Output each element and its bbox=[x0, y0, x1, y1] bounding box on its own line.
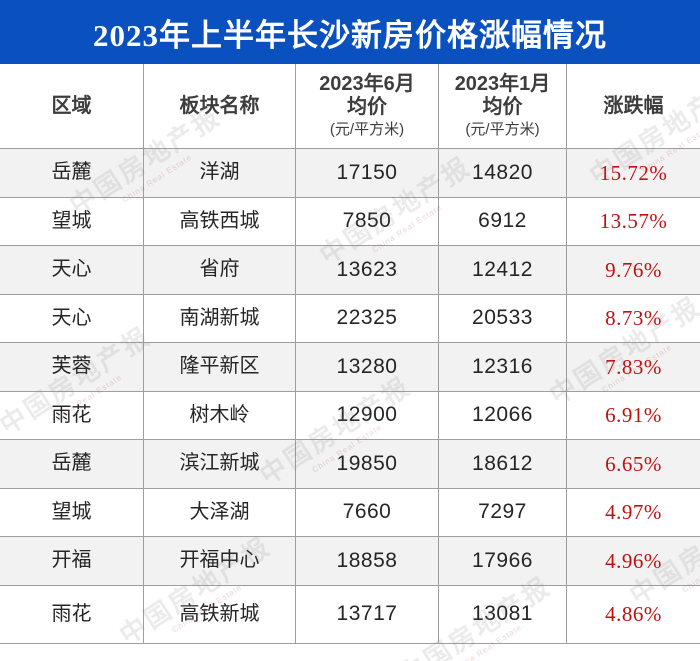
price-jan-cell: 14820 bbox=[438, 149, 566, 197]
price-jan-cell: 13081 bbox=[438, 585, 566, 643]
plate-cell: 高铁新城 bbox=[143, 585, 295, 643]
region-cell: 天心 bbox=[51, 306, 92, 329]
change-cell: 4.96% bbox=[566, 537, 700, 585]
price-jun-cell: 12900 bbox=[295, 391, 438, 439]
table-row: 天心 南湖新城 22325 20533 8.73% bbox=[0, 293, 700, 342]
table-row: 岳麓 洋湖 17150 14820 15.72% bbox=[0, 148, 700, 197]
change-cell: 6.91% bbox=[566, 391, 700, 439]
column-header-plate: 板块名称 bbox=[143, 64, 295, 148]
region-cell: 望城 bbox=[51, 500, 92, 523]
change-cell: 4.97% bbox=[566, 488, 700, 536]
price-jun-cell: 13623 bbox=[295, 246, 438, 294]
price-jun-cell: 7660 bbox=[295, 488, 438, 536]
price-jun-cell: 22325 bbox=[295, 294, 438, 342]
column-header-change: 涨跌幅 bbox=[566, 64, 700, 148]
region-cell: 天心 bbox=[51, 258, 92, 281]
region-cell: 岳麓 bbox=[51, 452, 92, 475]
price-jun-cell: 17150 bbox=[295, 149, 438, 197]
plate-cell: 南湖新城 bbox=[143, 294, 295, 342]
plate-cell: 滨江新城 bbox=[143, 440, 295, 488]
table-row: 望城 高铁西城 7850 6912 13.57% bbox=[0, 196, 700, 245]
table-row: 望城 大泽湖 7660 7297 4.97% bbox=[0, 487, 700, 536]
price-jan-cell: 6912 bbox=[438, 197, 566, 245]
table-header-row: 区域 板块名称 2023年6月 均价 (元/平方米) 2023年1月 均价 (元… bbox=[0, 64, 700, 148]
region-cell: 开福 bbox=[51, 549, 92, 572]
price-jun-cell: 7850 bbox=[295, 197, 438, 245]
column-header-price-jun: 2023年6月 均价 (元/平方米) bbox=[295, 64, 438, 148]
price-jun-cell: 19850 bbox=[295, 440, 438, 488]
column-header-price-jan: 2023年1月 均价 (元/平方米) bbox=[438, 64, 566, 148]
region-cell: 雨花 bbox=[51, 403, 92, 426]
price-jun-cell: 13717 bbox=[295, 585, 438, 643]
price-jun-cell: 13280 bbox=[295, 343, 438, 391]
table-body: 岳麓 洋湖 17150 14820 15.72% 望城 高铁西城 7850 69… bbox=[0, 148, 700, 644]
region-cell: 望城 bbox=[51, 209, 92, 232]
price-jan-cell: 20533 bbox=[438, 294, 566, 342]
price-jan-cell: 18612 bbox=[438, 440, 566, 488]
price-jun-cell: 18858 bbox=[295, 537, 438, 585]
region-cell: 芙蓉 bbox=[51, 355, 92, 378]
plate-cell: 开福中心 bbox=[143, 537, 295, 585]
table-row: 雨花 树木岭 12900 12066 6.91% bbox=[0, 390, 700, 439]
price-jan-cell: 12412 bbox=[438, 246, 566, 294]
change-cell: 9.76% bbox=[566, 246, 700, 294]
price-jan-cell: 12066 bbox=[438, 391, 566, 439]
table-row: 开福 开福中心 18858 17966 4.96% bbox=[0, 536, 700, 585]
change-cell: 15.72% bbox=[566, 149, 700, 197]
plate-cell: 树木岭 bbox=[143, 391, 295, 439]
table-row: 芙蓉 隆平新区 13280 12316 7.83% bbox=[0, 342, 700, 391]
title-banner: 2023年上半年长沙新房价格涨幅情况 bbox=[0, 0, 700, 64]
region-cell: 岳麓 bbox=[51, 161, 92, 184]
change-cell: 7.83% bbox=[566, 343, 700, 391]
change-cell: 6.65% bbox=[566, 440, 700, 488]
price-jan-cell: 7297 bbox=[438, 488, 566, 536]
price-jan-cell: 12316 bbox=[438, 343, 566, 391]
plate-cell: 高铁西城 bbox=[143, 197, 295, 245]
price-jan-cell: 17966 bbox=[438, 537, 566, 585]
price-table: 区域 板块名称 2023年6月 均价 (元/平方米) 2023年1月 均价 (元… bbox=[0, 64, 700, 644]
table-row: 岳麓 滨江新城 19850 18612 6.65% bbox=[0, 439, 700, 488]
plate-cell: 省府 bbox=[143, 246, 295, 294]
change-cell: 13.57% bbox=[566, 197, 700, 245]
table-row: 天心 省府 13623 12412 9.76% bbox=[0, 245, 700, 294]
change-cell: 4.86% bbox=[566, 585, 700, 643]
region-cell: 雨花 bbox=[51, 602, 92, 625]
plate-cell: 隆平新区 bbox=[143, 343, 295, 391]
plate-cell: 洋湖 bbox=[143, 149, 295, 197]
column-header-region: 区域 bbox=[51, 94, 92, 117]
change-cell: 8.73% bbox=[566, 294, 700, 342]
page-title: 2023年上半年长沙新房价格涨幅情况 bbox=[93, 17, 607, 53]
table-row: 雨花 高铁新城 13717 13081 4.86% bbox=[0, 584, 700, 643]
plate-cell: 大泽湖 bbox=[143, 488, 295, 536]
